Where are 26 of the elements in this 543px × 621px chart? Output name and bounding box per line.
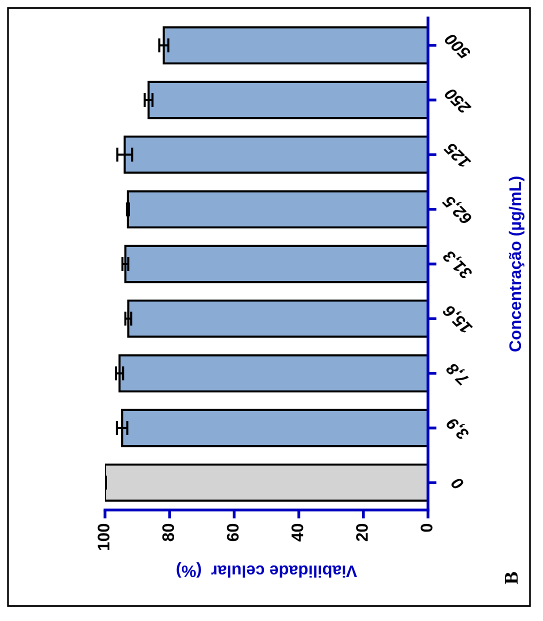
y-tick-label: 15,6 <box>442 302 475 336</box>
y-tick-label: 3,9 <box>445 414 472 442</box>
x-axis-title: Viabilidade celular (%) <box>176 562 357 578</box>
x-tick-label: 60 <box>226 524 239 542</box>
y-tick-label: 31,3 <box>442 248 475 281</box>
bar <box>105 464 428 502</box>
y-tick-label: 7,8 <box>445 360 471 386</box>
y-tick-label: 0 <box>450 476 465 491</box>
bar <box>124 244 428 284</box>
bar <box>121 408 428 448</box>
x-tick-label: 100 <box>98 524 110 550</box>
text: B <box>504 572 518 584</box>
bar <box>148 80 428 120</box>
y-axis-title: Concentração (µg/mL) <box>508 176 524 352</box>
y-tick-label: 62,5 <box>442 192 474 226</box>
x-tick-label: 80 <box>162 524 174 542</box>
bar <box>127 300 428 338</box>
x-tick-label: 20 <box>356 524 368 542</box>
bar <box>162 26 428 64</box>
bar <box>118 354 428 392</box>
y-tick-label: 250 <box>444 87 472 116</box>
x-tick-label: 40 <box>291 524 304 542</box>
x-tick-label: 0 <box>420 524 432 532</box>
y-tick-label: 500 <box>444 32 472 60</box>
bar <box>126 190 428 228</box>
y-tick-label: 125 <box>443 142 472 170</box>
